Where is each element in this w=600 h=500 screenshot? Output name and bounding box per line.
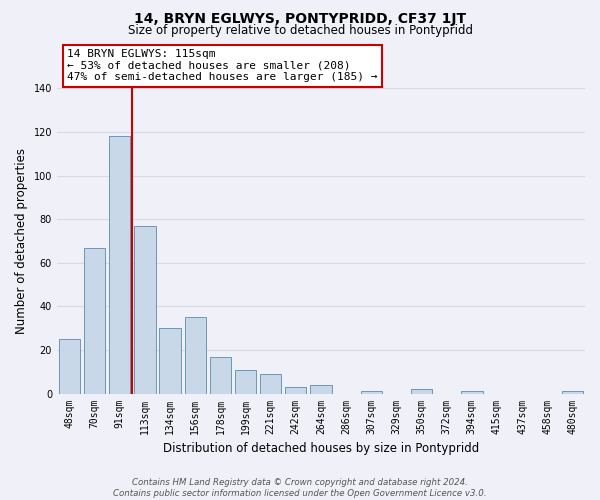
Bar xyxy=(562,392,583,394)
Bar xyxy=(209,356,231,394)
Bar xyxy=(235,370,256,394)
Bar xyxy=(361,392,382,394)
Bar xyxy=(84,248,106,394)
Bar xyxy=(310,385,332,394)
Text: 14, BRYN EGLWYS, PONTYPRIDD, CF37 1JT: 14, BRYN EGLWYS, PONTYPRIDD, CF37 1JT xyxy=(134,12,466,26)
X-axis label: Distribution of detached houses by size in Pontypridd: Distribution of detached houses by size … xyxy=(163,442,479,455)
Text: Size of property relative to detached houses in Pontypridd: Size of property relative to detached ho… xyxy=(128,24,473,37)
Bar xyxy=(134,226,155,394)
Bar xyxy=(461,392,482,394)
Bar xyxy=(109,136,130,394)
Bar xyxy=(185,318,206,394)
Y-axis label: Number of detached properties: Number of detached properties xyxy=(15,148,28,334)
Bar xyxy=(160,328,181,394)
Bar xyxy=(59,339,80,394)
Bar xyxy=(411,389,432,394)
Bar xyxy=(260,374,281,394)
Text: Contains HM Land Registry data © Crown copyright and database right 2024.
Contai: Contains HM Land Registry data © Crown c… xyxy=(113,478,487,498)
Bar xyxy=(285,387,307,394)
Text: 14 BRYN EGLWYS: 115sqm
← 53% of detached houses are smaller (208)
47% of semi-de: 14 BRYN EGLWYS: 115sqm ← 53% of detached… xyxy=(67,49,378,82)
